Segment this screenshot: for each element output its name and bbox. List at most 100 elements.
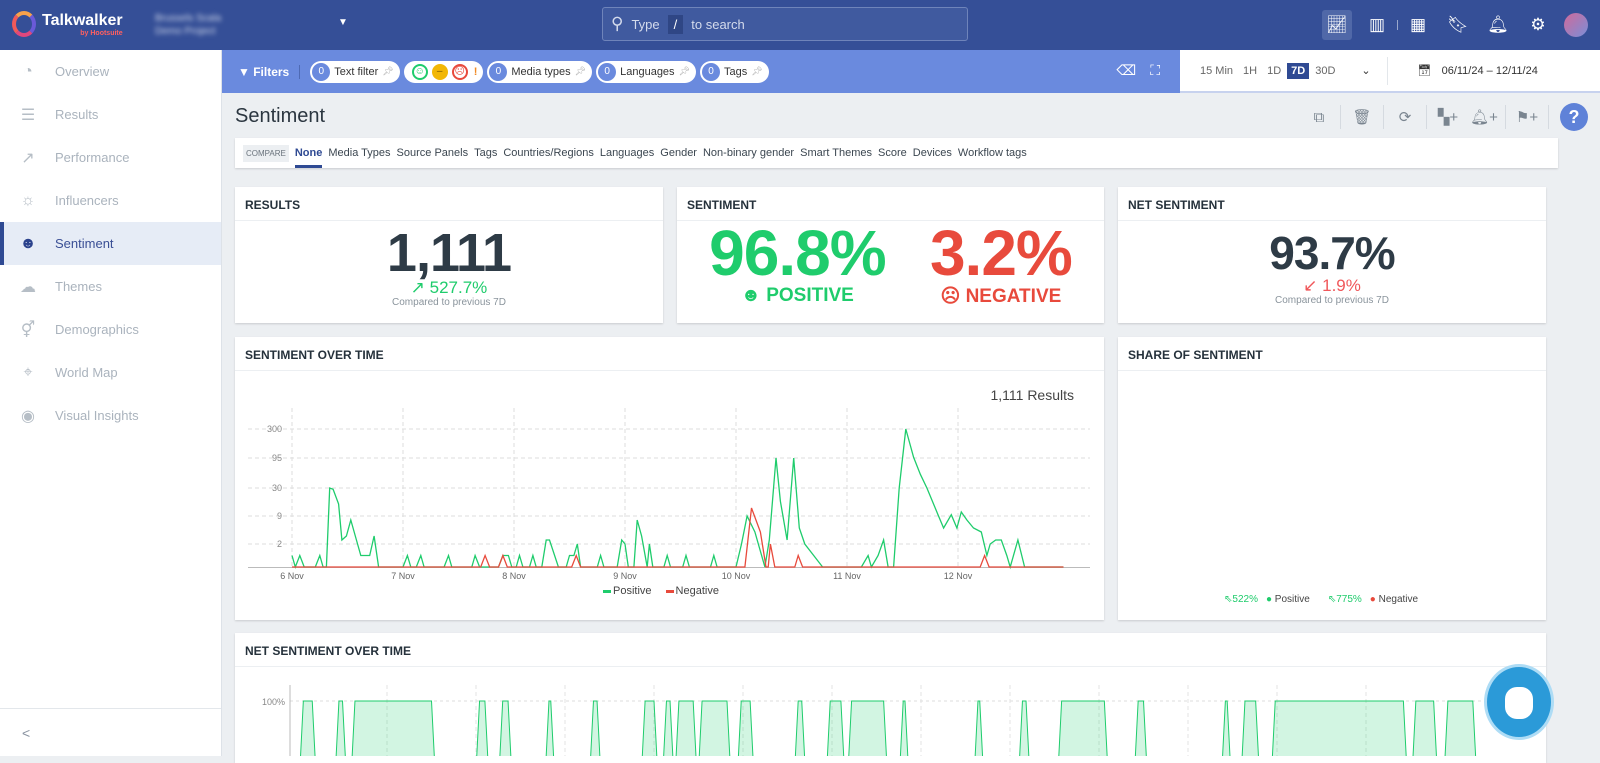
legend-label: Positive xyxy=(1274,594,1310,605)
comparison-note: Compared to previous 7D xyxy=(1275,295,1389,306)
negative-value: 3.2% xyxy=(929,217,1073,289)
chatbot-button[interactable] xyxy=(1484,664,1554,740)
clear-filters-icon[interactable]: ⌫ xyxy=(1116,62,1137,78)
search-shortcut: / xyxy=(667,14,684,34)
net-value: 93.7% xyxy=(1269,227,1395,279)
time-range-7d[interactable]: 7D xyxy=(1287,62,1310,79)
arrow-down-left-icon: ↙ xyxy=(1303,276,1323,295)
chatbot-face-icon xyxy=(1505,687,1533,719)
time-range-1d[interactable]: 1D xyxy=(1267,64,1282,77)
y-tick-label: 2 xyxy=(277,539,282,549)
sidebar-item-influencers[interactable]: ☼ Influencers xyxy=(0,179,221,222)
sidebar-item-results[interactable]: ☰ Results xyxy=(0,93,221,136)
pin-icon[interactable]: 📌︎ xyxy=(678,66,690,76)
tab-source-panels[interactable]: Source Panels xyxy=(396,147,469,159)
net-sentiment-card: NET SENTIMENT 93.7% ↙ 1.9% Compared to p… xyxy=(1118,187,1546,323)
tab-workflow-tags[interactable]: Workflow tags xyxy=(957,147,1027,159)
tab-non-binary-gender[interactable]: Non-binary gender xyxy=(702,147,795,159)
tab-countries-regions[interactable]: Countries/Regions xyxy=(503,147,594,159)
legend-negative[interactable]: Negative xyxy=(665,585,719,597)
pin-icon[interactable]: 📌︎ xyxy=(574,66,587,76)
calendar-icon: 📅︎ xyxy=(1417,65,1432,77)
talkwalker-logo[interactable]: Talkwalker by Hootsuite xyxy=(12,11,123,37)
bell-icon[interactable]: 🔔︎ xyxy=(1487,15,1509,34)
legend-positive[interactable]: ● Positive xyxy=(1265,594,1310,605)
tab-devices[interactable]: Devices xyxy=(912,147,952,159)
project-line1: Brussels Scala xyxy=(155,13,222,24)
pin-icon[interactable]: 📌︎ xyxy=(751,66,763,76)
sentiment-filter[interactable]: ☺ – ☹ ! xyxy=(403,60,484,83)
refresh-icon[interactable]: ⟳ xyxy=(1398,109,1412,126)
chip-tags[interactable]: 0 Tags 📌︎ xyxy=(700,60,769,83)
project-selector[interactable]: Brussels Scala Demo Project xyxy=(155,12,221,38)
chevron-down-icon[interactable]: ⌄ xyxy=(1361,65,1371,77)
add-bookmark-icon[interactable]: ⚑+ xyxy=(1515,109,1539,126)
add-dashboard-icon[interactable]: ▚+ xyxy=(1437,109,1459,126)
x-tick-label: 12 Nov xyxy=(944,571,973,581)
avatar[interactable] xyxy=(1564,13,1588,37)
date-range-text: 06/11/24 – 12/11/24 xyxy=(1441,64,1538,77)
time-range-15min[interactable]: 15 Min xyxy=(1200,64,1234,77)
alert-icon[interactable]: ! xyxy=(473,65,478,78)
sidebar: ◔ Overview ☰ Results ↗ Performance ☼ Influencer… xyxy=(0,50,222,756)
chip-media-types[interactable]: 0 Media types 📌︎ xyxy=(487,60,593,83)
card-title: SENTIMENT OVER TIME xyxy=(235,337,1104,371)
tab-score[interactable]: Score xyxy=(878,147,907,159)
neutral-face-icon[interactable]: – xyxy=(431,63,448,80)
filters-button[interactable]: ▼ Filters xyxy=(238,64,301,79)
positive-face-icon[interactable]: ☺ xyxy=(411,63,428,80)
sidebar-item-label: World Map xyxy=(55,365,118,380)
sidebar-item-visual-insights[interactable]: ◉ Visual Insights xyxy=(0,394,221,437)
sidebar-item-overview[interactable]: ◔ Overview xyxy=(0,50,221,93)
tab-tags[interactable]: Tags xyxy=(474,147,498,159)
bar-chart-icon[interactable]: ▥ xyxy=(1368,15,1386,34)
sidebar-item-world-map[interactable]: ⌖ World Map xyxy=(0,351,221,394)
y-tick-label: 300 xyxy=(267,424,282,434)
apps-grid-icon[interactable]: ▦ xyxy=(1409,15,1427,34)
chip-languages[interactable]: 0 Languages 📌︎ xyxy=(596,60,696,83)
search-placeholder-prefix: Type xyxy=(631,16,660,32)
date-range-picker[interactable]: 📅︎ 06/11/24 – 12/11/24 xyxy=(1386,56,1538,85)
legend-positive[interactable]: Positive xyxy=(603,585,652,597)
tab-languages[interactable]: Languages xyxy=(599,147,655,159)
add-alert-icon[interactable]: 🔔︎+ xyxy=(1470,109,1498,126)
fullscreen-icon[interactable]: ⛶ xyxy=(1150,62,1160,78)
help-icon[interactable]: ? xyxy=(1560,103,1588,131)
compare-label: COMPARE xyxy=(243,144,289,162)
legend-negative[interactable]: ● Negative xyxy=(1369,594,1419,605)
tab-gender[interactable]: Gender xyxy=(660,147,697,159)
legend-label: Positive xyxy=(613,585,652,597)
sidebar-item-demographics[interactable]: ⚥ Demographics xyxy=(0,308,221,351)
time-range-30d[interactable]: 30D xyxy=(1315,64,1336,77)
bookmark-icon[interactable]: 🔖︎ xyxy=(1447,15,1469,34)
series-positive-line xyxy=(291,428,1064,570)
change-value: 775% xyxy=(1336,594,1362,605)
search-input[interactable]: ⚲ Type / to search xyxy=(602,7,968,41)
chip-text-filter[interactable]: 0 Text filter 📌︎ xyxy=(310,60,400,83)
compare-tabs: COMPARE None Media Types Source Panels Tags… xyxy=(235,138,1558,168)
gauge-icon: ◔ xyxy=(23,62,33,80)
logo-mark-icon xyxy=(12,11,36,37)
archive-icon[interactable]: 🗑︎ xyxy=(1352,109,1372,126)
gear-icon[interactable]: ⚙ xyxy=(1530,15,1546,34)
tab-none[interactable]: None xyxy=(294,138,323,168)
time-range-1h[interactable]: 1H xyxy=(1243,64,1258,77)
sidebar-item-sentiment[interactable]: ☻ Sentiment xyxy=(0,222,221,265)
eye-icon: ◉ xyxy=(21,407,35,425)
collapse-sidebar-button[interactable]: < xyxy=(0,708,221,756)
negative-face-icon[interactable]: ☹ xyxy=(451,63,468,80)
sentiment-card: SENTIMENT 96.8% ☻ POSITIVE 3.2% ☹ NEGATI… xyxy=(677,187,1104,323)
filter-icon: ▼ xyxy=(238,64,254,79)
sidebar-item-label: Influencers xyxy=(55,193,119,208)
sidebar-item-themes[interactable]: ☁ Themes xyxy=(0,265,221,308)
chip-label: Text filter xyxy=(334,65,379,78)
tab-smart-themes[interactable]: Smart Themes xyxy=(800,147,873,159)
chevron-down-icon[interactable]: ▼ xyxy=(338,17,348,28)
tab-media-types[interactable]: Media Types xyxy=(328,147,391,159)
sentiment-over-time-card: SENTIMENT OVER TIME 1,111 Results xyxy=(235,337,1104,620)
sidebar-item-performance[interactable]: ↗ Performance xyxy=(0,136,221,179)
line-chart-icon[interactable]: 📈︎ xyxy=(1322,10,1352,40)
card-title: RESULTS xyxy=(235,187,663,221)
add-widget-icon[interactable]: ⧉ xyxy=(1313,108,1325,126)
pin-icon[interactable]: 📌︎ xyxy=(382,66,394,76)
